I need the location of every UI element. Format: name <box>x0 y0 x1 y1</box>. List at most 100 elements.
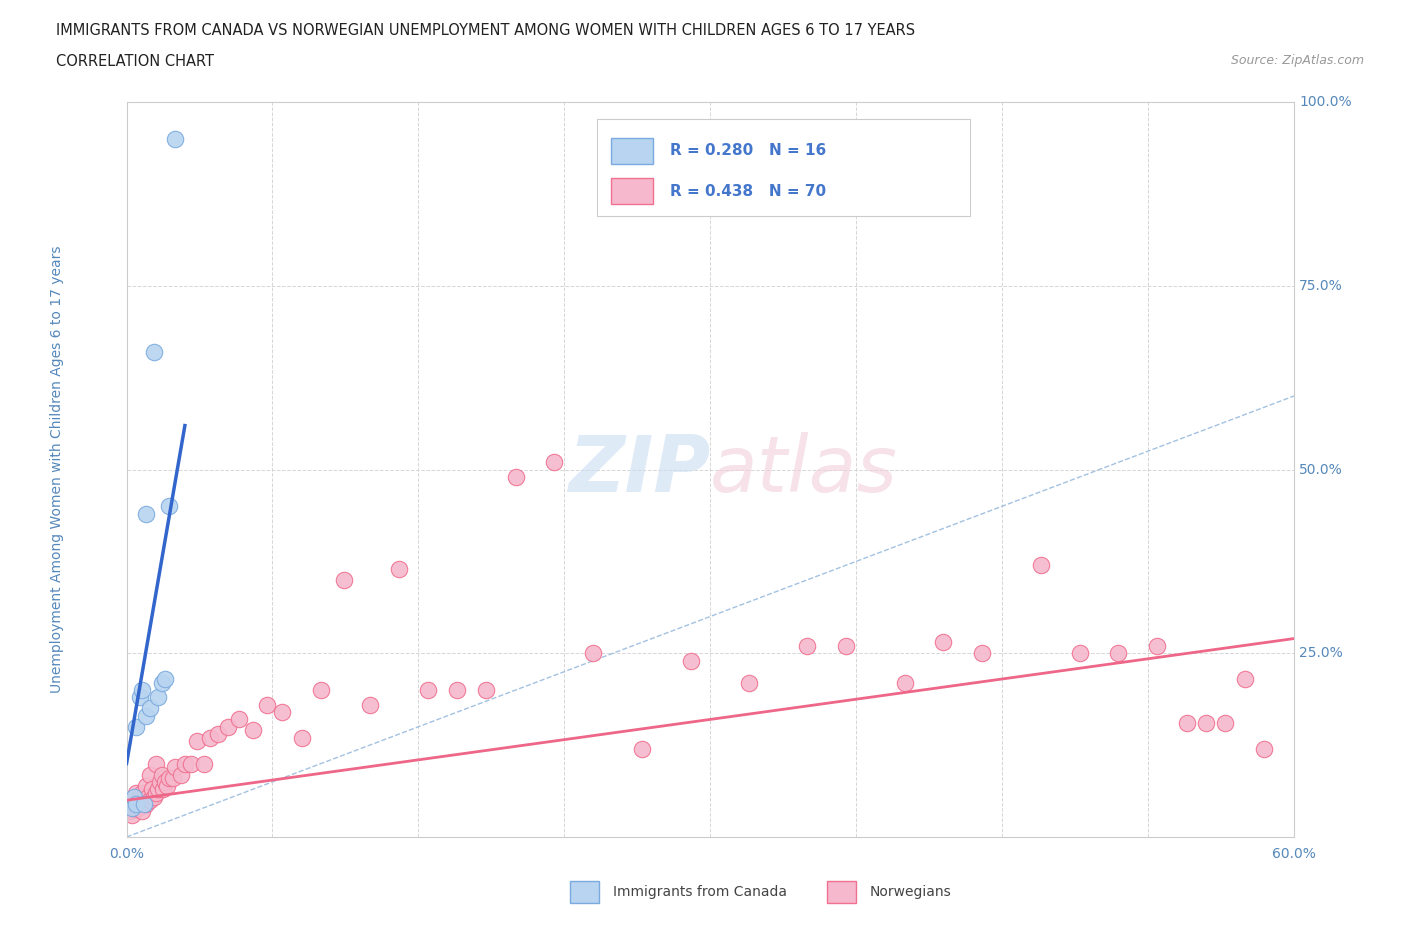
Point <box>446 683 468 698</box>
Point <box>180 756 202 771</box>
Point <box>1146 639 1168 654</box>
Text: 50.0%: 50.0% <box>1299 462 1343 477</box>
Point <box>129 690 152 705</box>
Point <box>132 790 155 804</box>
Point <box>416 683 439 698</box>
Point <box>150 767 173 782</box>
Point <box>207 726 229 741</box>
Point <box>141 782 163 797</box>
Point <box>127 792 149 807</box>
Point <box>129 790 152 804</box>
Point <box>1253 741 1275 756</box>
Point <box>136 790 159 804</box>
Point <box>152 782 174 797</box>
Point <box>679 653 702 668</box>
Point <box>1069 645 1091 660</box>
Text: 100.0%: 100.0% <box>1299 95 1353 110</box>
Point <box>139 701 162 716</box>
Point <box>505 470 527 485</box>
Text: 25.0%: 25.0% <box>1299 646 1343 660</box>
Point <box>738 675 761 690</box>
Point <box>132 796 155 811</box>
Point <box>543 455 565 470</box>
Point <box>242 723 264 737</box>
Point <box>139 792 162 807</box>
Point <box>131 804 153 818</box>
Point <box>120 804 142 818</box>
Point <box>125 796 148 811</box>
Point <box>475 683 498 698</box>
Point <box>835 639 858 654</box>
Point <box>193 756 215 771</box>
Bar <box>569 881 599 903</box>
Point <box>582 645 605 660</box>
Point <box>893 675 915 690</box>
Point <box>631 741 654 756</box>
Point <box>125 800 148 815</box>
Point <box>129 796 152 811</box>
Point <box>1029 558 1052 573</box>
Point <box>186 734 208 749</box>
Point <box>125 786 148 801</box>
Point <box>1215 716 1237 731</box>
Point <box>972 645 994 660</box>
Text: CORRELATION CHART: CORRELATION CHART <box>56 54 214 69</box>
Text: Unemployment Among Women with Children Ages 6 to 17 years: Unemployment Among Women with Children A… <box>49 246 63 694</box>
Bar <box>610 138 652 164</box>
Bar <box>596 119 970 216</box>
Point <box>145 756 167 771</box>
Point <box>1195 716 1218 731</box>
Text: Immigrants from Canada: Immigrants from Canada <box>613 885 787 899</box>
Bar <box>827 881 856 903</box>
Text: Source: ZipAtlas.com: Source: ZipAtlas.com <box>1230 54 1364 67</box>
Point <box>155 671 177 686</box>
Point <box>1233 671 1256 686</box>
Point <box>149 775 172 790</box>
Text: ZIP: ZIP <box>568 432 710 508</box>
Point <box>165 131 187 146</box>
Point <box>256 698 278 712</box>
Point <box>125 720 148 735</box>
Text: IMMIGRANTS FROM CANADA VS NORWEGIAN UNEMPLOYMENT AMONG WOMEN WITH CHILDREN AGES : IMMIGRANTS FROM CANADA VS NORWEGIAN UNEM… <box>56 23 915 38</box>
Point <box>135 506 157 521</box>
Point <box>932 635 955 650</box>
Point <box>174 756 197 771</box>
Point <box>217 720 239 735</box>
Point <box>162 771 184 786</box>
Point <box>121 800 143 815</box>
Point <box>135 709 157 724</box>
Point <box>135 778 157 793</box>
Point <box>131 683 153 698</box>
Point <box>271 705 294 720</box>
Point <box>165 760 187 775</box>
Point <box>157 498 180 513</box>
Point <box>359 698 381 712</box>
Point <box>124 800 146 815</box>
Point <box>333 573 356 588</box>
Point <box>1108 645 1130 660</box>
Text: R = 0.438   N = 70: R = 0.438 N = 70 <box>671 184 827 199</box>
Point <box>1175 716 1198 731</box>
Point <box>131 786 153 801</box>
Point <box>150 675 173 690</box>
Point <box>796 639 818 654</box>
Point <box>124 790 146 804</box>
Point <box>155 775 177 790</box>
Point <box>145 786 167 801</box>
Text: Norwegians: Norwegians <box>870 885 952 899</box>
Point <box>198 730 221 745</box>
Point <box>156 778 179 793</box>
Point <box>146 690 169 705</box>
Bar <box>610 178 652 205</box>
Point <box>290 730 312 745</box>
Text: atlas: atlas <box>710 432 898 508</box>
Text: 75.0%: 75.0% <box>1299 279 1343 293</box>
Point <box>146 782 169 797</box>
Point <box>388 562 411 577</box>
Point <box>228 712 250 727</box>
Point <box>135 796 157 811</box>
Point <box>309 683 332 698</box>
Point <box>142 345 165 360</box>
Point <box>157 771 180 786</box>
Point <box>170 767 193 782</box>
